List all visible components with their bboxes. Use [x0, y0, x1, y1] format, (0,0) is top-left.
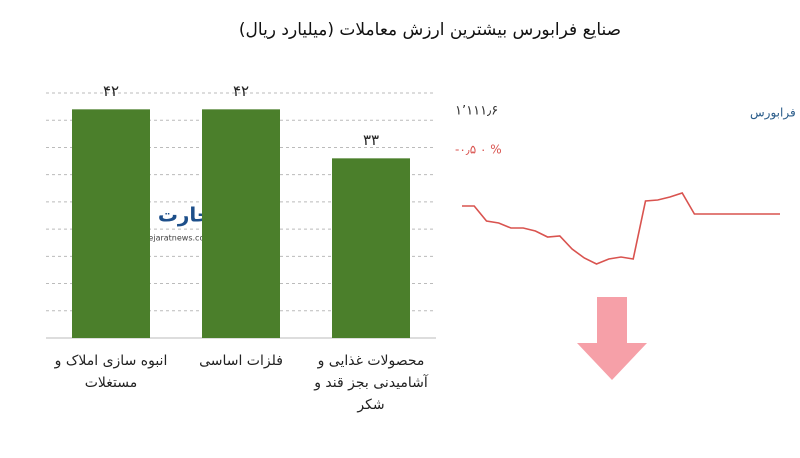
index-line — [462, 192, 780, 265]
index-value: ۱٬۱۱۱٫۶ — [455, 104, 498, 119]
index-name: کل فرابورس — [750, 106, 800, 121]
x-tick-label: انبوه سازی املاک و مستغلات — [54, 353, 168, 391]
bar — [332, 158, 410, 338]
bar — [202, 109, 280, 338]
value-label: ۳۳ — [363, 131, 379, 149]
chart-title: صنایع فرابورس بیشترین ارزش معاملات (میلی… — [239, 20, 621, 40]
bar — [72, 109, 150, 338]
x-tick-label: محصولات غذایی و آشامیدنی بجز قند و شکر — [314, 353, 428, 413]
down-arrow — [577, 297, 647, 380]
x-tick-label: فلزات اساسی — [199, 353, 283, 369]
logo-url: www.tejaratnews.com — [124, 234, 212, 243]
index-change: -۰٫۵ ۰ % — [455, 143, 502, 157]
value-label: ۴۲ — [233, 82, 249, 100]
value-label: ۴۲ — [103, 82, 119, 100]
